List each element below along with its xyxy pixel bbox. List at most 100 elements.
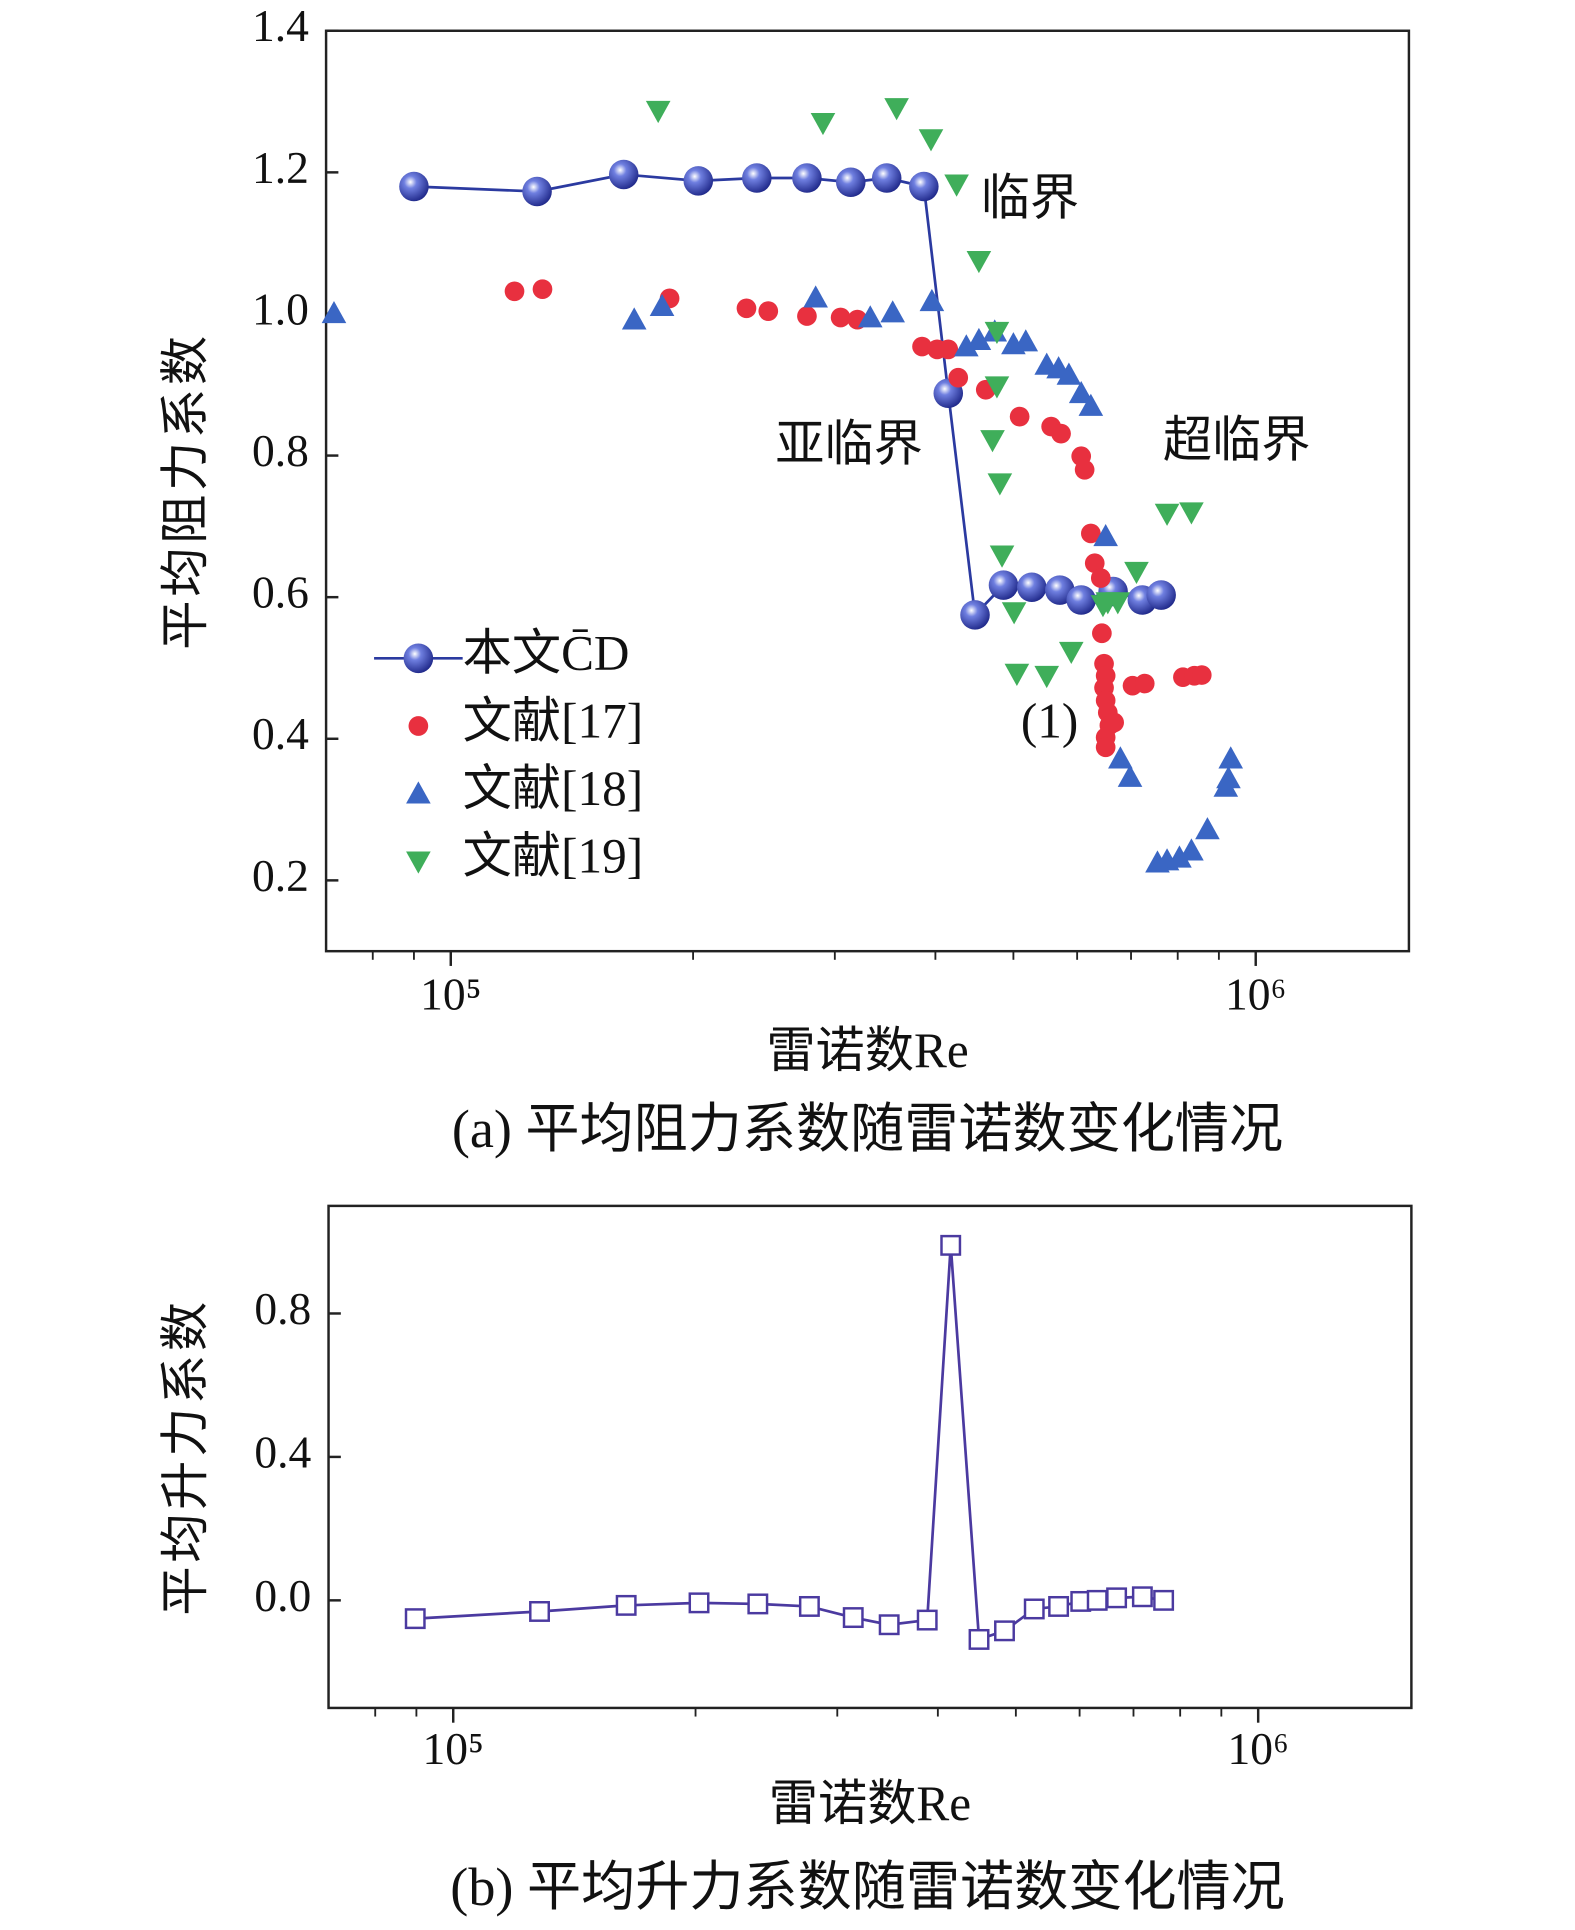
data-point xyxy=(792,163,822,193)
data-point xyxy=(1066,585,1096,615)
data-point xyxy=(798,1595,820,1617)
data-point xyxy=(683,166,714,196)
data-point xyxy=(1216,766,1241,789)
data-point xyxy=(1056,362,1082,385)
y-axis-label: 平均升力系数 xyxy=(158,1298,213,1615)
data-point xyxy=(968,1628,990,1650)
data-point xyxy=(615,1594,637,1616)
data-point xyxy=(830,307,851,328)
data-point xyxy=(1074,459,1095,480)
y-tick-label: 0.4 xyxy=(252,708,309,759)
data-point xyxy=(938,339,959,360)
plot-frame xyxy=(324,29,1411,953)
y-axis-label: 平均阻力系数 xyxy=(158,332,213,649)
data-point xyxy=(1034,665,1060,689)
data-point xyxy=(1106,1587,1128,1609)
data-point xyxy=(1179,502,1204,525)
data-point xyxy=(948,367,969,388)
data-point xyxy=(1001,602,1027,625)
annotation: 亚临界 xyxy=(775,416,923,471)
data-point xyxy=(504,281,525,302)
legend-label: 本文C̄D xyxy=(463,626,630,681)
data-point xyxy=(884,98,909,121)
annotation: 超临界 xyxy=(1163,413,1311,468)
x-axis-label: 雷诺数Re xyxy=(769,1776,971,1831)
data-point xyxy=(758,301,779,321)
data-point xyxy=(909,171,939,202)
data-point xyxy=(736,298,757,319)
x-tick-label: 10⁵ xyxy=(423,1723,484,1774)
plot-frame xyxy=(327,1204,1413,1710)
data-point xyxy=(1131,1586,1153,1608)
data-point xyxy=(980,430,1005,453)
data-point xyxy=(988,570,1019,600)
data-point xyxy=(399,171,429,202)
chart: 0.2 0.4 0.6 0.8 1.0 1.2 1.4 10⁵ 10⁶ 雷诺数Re 平均阻力系数 (a… xyxy=(158,0,1411,1159)
legend-label: 文献[17] xyxy=(463,693,643,748)
data-point xyxy=(1068,380,1094,404)
data-point xyxy=(987,473,1013,496)
data-point xyxy=(966,327,992,351)
data-point xyxy=(960,600,990,630)
data-point xyxy=(994,1620,1015,1642)
y-tick-label: 1.0 xyxy=(252,283,309,334)
data-point xyxy=(1117,764,1143,787)
data-point xyxy=(842,1607,864,1629)
data-point xyxy=(1051,423,1071,444)
data-point xyxy=(1058,641,1084,664)
y-tick-label: 0.4 xyxy=(254,1426,311,1477)
data-point xyxy=(404,1608,426,1630)
data-point xyxy=(989,545,1015,568)
data-point xyxy=(649,293,675,317)
data-point xyxy=(1013,329,1039,352)
legend-marker xyxy=(406,781,431,804)
x-axis-label: 雷诺数Re xyxy=(766,1023,968,1078)
data-point xyxy=(1153,1589,1175,1611)
data-point xyxy=(1078,393,1104,416)
y-tick-label: 0.6 xyxy=(252,567,309,618)
data-point xyxy=(1104,712,1124,733)
series-line xyxy=(415,1245,1164,1642)
data-point xyxy=(1086,1589,1108,1611)
y-tick-label: 0.8 xyxy=(254,1283,311,1334)
data-point xyxy=(919,288,945,312)
data-point xyxy=(1191,665,1212,685)
data-point xyxy=(532,279,553,300)
annotation: 临界 xyxy=(981,170,1079,225)
data-point xyxy=(1093,523,1118,547)
data-point xyxy=(742,163,772,193)
data-point xyxy=(1084,553,1105,574)
y-tick-label: 0.8 xyxy=(252,425,309,476)
data-point xyxy=(916,1609,938,1631)
data-point xyxy=(1134,673,1155,694)
data-point xyxy=(803,285,828,308)
data-point xyxy=(1048,1595,1070,1617)
data-point xyxy=(1108,746,1133,769)
y-tick-label: 1.4 xyxy=(252,0,309,51)
data-point xyxy=(747,1593,769,1615)
data-point xyxy=(797,306,817,326)
data-point xyxy=(984,321,1010,344)
data-point xyxy=(878,1614,900,1636)
data-point xyxy=(1218,746,1244,769)
caption: (a) 平均阻力系数随雷诺数变化情况 xyxy=(452,1099,1283,1159)
legend-marker xyxy=(403,643,434,674)
data-point xyxy=(984,376,1010,399)
data-point xyxy=(912,336,932,357)
data-point xyxy=(1195,817,1220,840)
data-point xyxy=(1081,523,1101,544)
x-tick-label: 10⁶ xyxy=(1225,969,1286,1020)
legend-label: 文献[18] xyxy=(463,761,643,816)
data-point xyxy=(645,100,671,124)
data-point xyxy=(1095,737,1116,758)
data-point xyxy=(321,300,347,324)
data-point xyxy=(1090,568,1111,588)
data-point xyxy=(1092,623,1112,644)
data-point xyxy=(1167,845,1192,868)
chart: 0.0 0.4 0.8 10⁵ 10⁶ 雷诺数Re 平均升力系数 (b) 平均升力系数随雷诺数… xyxy=(158,1204,1413,1917)
data-point xyxy=(810,112,836,136)
caption: (b) 平均升力系数随雷诺数变化情况 xyxy=(450,1857,1284,1917)
data-point xyxy=(940,1234,962,1256)
data-point xyxy=(1009,406,1030,427)
